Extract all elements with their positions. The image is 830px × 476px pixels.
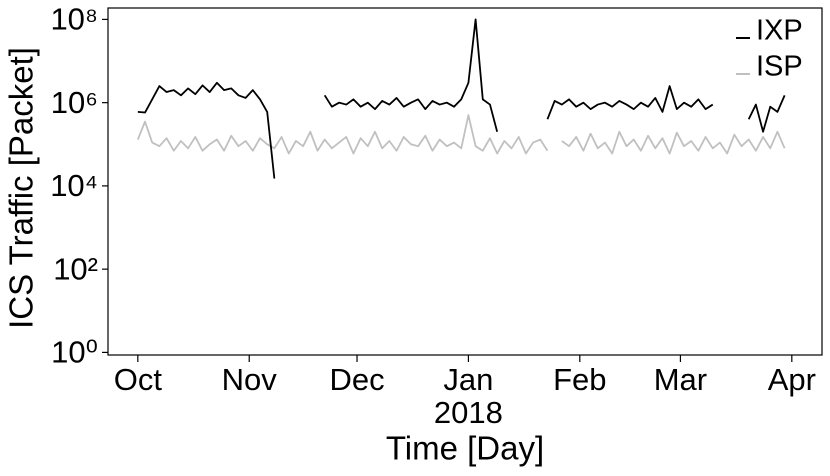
y-axis-title: ICS Traffic [Packet] <box>3 47 40 329</box>
legend-label: ISP <box>756 51 803 83</box>
x-tick-label: Feb <box>553 362 606 397</box>
x-axis-title: Time [Day] <box>386 430 544 467</box>
x-tick-label: Oct <box>114 362 163 397</box>
x-tick-label: Nov <box>222 362 278 397</box>
x-tick-label: Mar <box>654 362 707 397</box>
x-tick-label: Dec <box>329 362 384 397</box>
legend-label: IXP <box>756 15 803 47</box>
y-tick-label: 10⁴ <box>50 168 98 203</box>
year-label: 2018 <box>434 395 503 430</box>
plot-frame <box>107 7 823 356</box>
x-tick-label: Jan <box>443 362 493 397</box>
series-line <box>136 114 786 155</box>
x-tick-label: Apr <box>768 362 816 397</box>
y-tick-label: 10² <box>53 251 98 286</box>
series-line <box>137 18 786 179</box>
y-tick-label: 10⁶ <box>51 85 98 120</box>
y-tick-label: 10⁸ <box>50 2 98 37</box>
y-tick-label: 10⁰ <box>51 335 98 370</box>
